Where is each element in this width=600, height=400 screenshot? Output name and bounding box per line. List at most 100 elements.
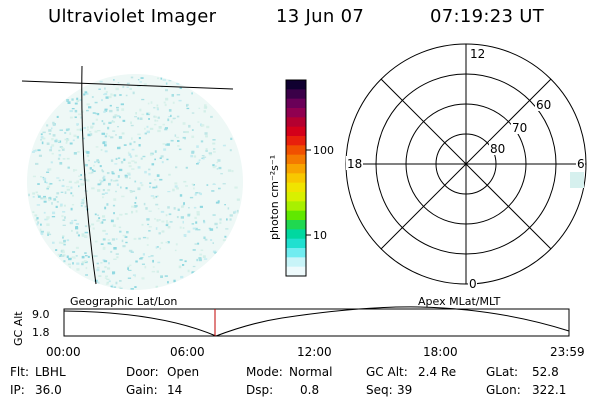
speckle-dot: [142, 253, 145, 256]
speckle-dot: [139, 182, 143, 184]
speckle-dot: [75, 255, 78, 257]
speckle-dot: [122, 85, 125, 88]
speckle-dot: [155, 185, 158, 189]
speckle-dot: [161, 230, 165, 233]
speckle-dot: [57, 253, 61, 256]
speckle-dot: [77, 234, 80, 237]
speckle-dot: [160, 77, 163, 80]
speckle-dot: [137, 166, 141, 169]
speckle-dot: [43, 211, 46, 214]
speckle-dot: [93, 164, 95, 167]
speckle-dot: [44, 218, 48, 221]
timeline-right-label: Apex MLat/MLT: [418, 295, 501, 308]
speckle-dot: [132, 274, 136, 276]
speckle-dot: [116, 108, 119, 112]
speckle-dot: [156, 219, 159, 222]
speckle-dot: [194, 243, 198, 245]
speckle-dot: [149, 185, 151, 188]
speckle-dot: [81, 233, 85, 236]
speckle-dot: [74, 116, 77, 118]
speckle-dot: [80, 183, 84, 186]
speckle-dot: [74, 181, 78, 184]
speckle-dot: [86, 154, 90, 158]
speckle-dot: [81, 262, 84, 266]
speckle-dot: [191, 151, 195, 154]
speckle-dot: [138, 237, 141, 240]
speckle-dot: [32, 211, 35, 213]
speckle-dot: [197, 242, 200, 245]
speckle-dot: [157, 195, 159, 197]
speckle-dot: [164, 103, 167, 107]
speckle-dot: [190, 154, 194, 158]
lat-label-80: 80: [490, 142, 505, 156]
speckle-dot: [129, 87, 132, 90]
speckle-dot: [161, 161, 164, 164]
speckle-dot: [151, 163, 155, 166]
speckle-dot: [112, 271, 116, 274]
speckle-dot: [130, 124, 134, 127]
speckle-dot: [144, 127, 146, 130]
speckle-dot: [35, 191, 38, 194]
speckle-dot: [203, 110, 206, 113]
speckle-dot: [99, 179, 102, 182]
speckle-dot: [73, 152, 77, 155]
speckle-dot: [108, 121, 112, 124]
speckle-dot: [110, 285, 113, 288]
speckle-dot: [42, 177, 47, 181]
speckle-dot: [125, 187, 128, 190]
speckle-dot: [112, 94, 115, 97]
speckle-dot: [131, 160, 135, 162]
speckle-dot: [167, 241, 170, 244]
speckle-dot: [196, 145, 199, 148]
speckle-dot: [162, 143, 166, 145]
speckle-dot: [155, 246, 158, 249]
speckle-dot: [127, 265, 130, 268]
speckle-dot: [166, 222, 169, 225]
speckle-dot: [187, 230, 191, 233]
speckle-dot: [40, 176, 43, 178]
speckle-dot: [32, 175, 36, 178]
color-bar-cell: [286, 182, 306, 193]
speckle-dot: [105, 275, 108, 277]
speckle-dot: [40, 197, 43, 200]
speckle-dot: [92, 227, 95, 230]
speckle-dot: [138, 144, 141, 147]
speckle-dot: [51, 216, 56, 218]
color-bar-cell: [286, 266, 306, 277]
speckle-dot: [56, 192, 60, 195]
speckle-dot: [85, 266, 88, 270]
speckle-dot: [146, 112, 150, 116]
speckle-dot: [48, 168, 52, 171]
speckle-dot: [111, 284, 114, 286]
speckle-dot: [192, 265, 196, 268]
speckle-dot: [117, 175, 120, 178]
speckle-dot: [108, 280, 111, 283]
speckle-dot: [194, 216, 197, 219]
speckle-dot: [95, 118, 98, 121]
speckle-dot: [119, 116, 121, 119]
speckle-dot: [116, 115, 120, 117]
glon-label: GLon:: [486, 383, 521, 397]
speckle-dot: [102, 238, 106, 241]
speckle-dot: [88, 172, 92, 175]
speckle-dot: [107, 267, 111, 270]
speckle-dot: [110, 136, 114, 139]
speckle-dot: [66, 255, 69, 259]
speckle-dot: [227, 169, 232, 172]
speckle-dot: [159, 219, 161, 221]
speckle-dot: [203, 258, 208, 260]
speckle-dot: [180, 216, 184, 219]
speckle-dot: [182, 122, 186, 125]
speckle-dot: [139, 117, 143, 120]
speckle-dot: [117, 146, 121, 150]
speckle-dot: [179, 259, 183, 261]
speckle-dot: [47, 168, 50, 171]
speckle-dot: [48, 182, 51, 186]
speckle-dot: [171, 94, 174, 97]
speckle-dot: [39, 228, 42, 232]
speckle-dot: [120, 161, 124, 164]
speckle-dot: [60, 191, 64, 193]
speckle-dot: [56, 177, 60, 179]
speckle-dot: [104, 266, 107, 269]
speckle-dot: [71, 229, 73, 232]
